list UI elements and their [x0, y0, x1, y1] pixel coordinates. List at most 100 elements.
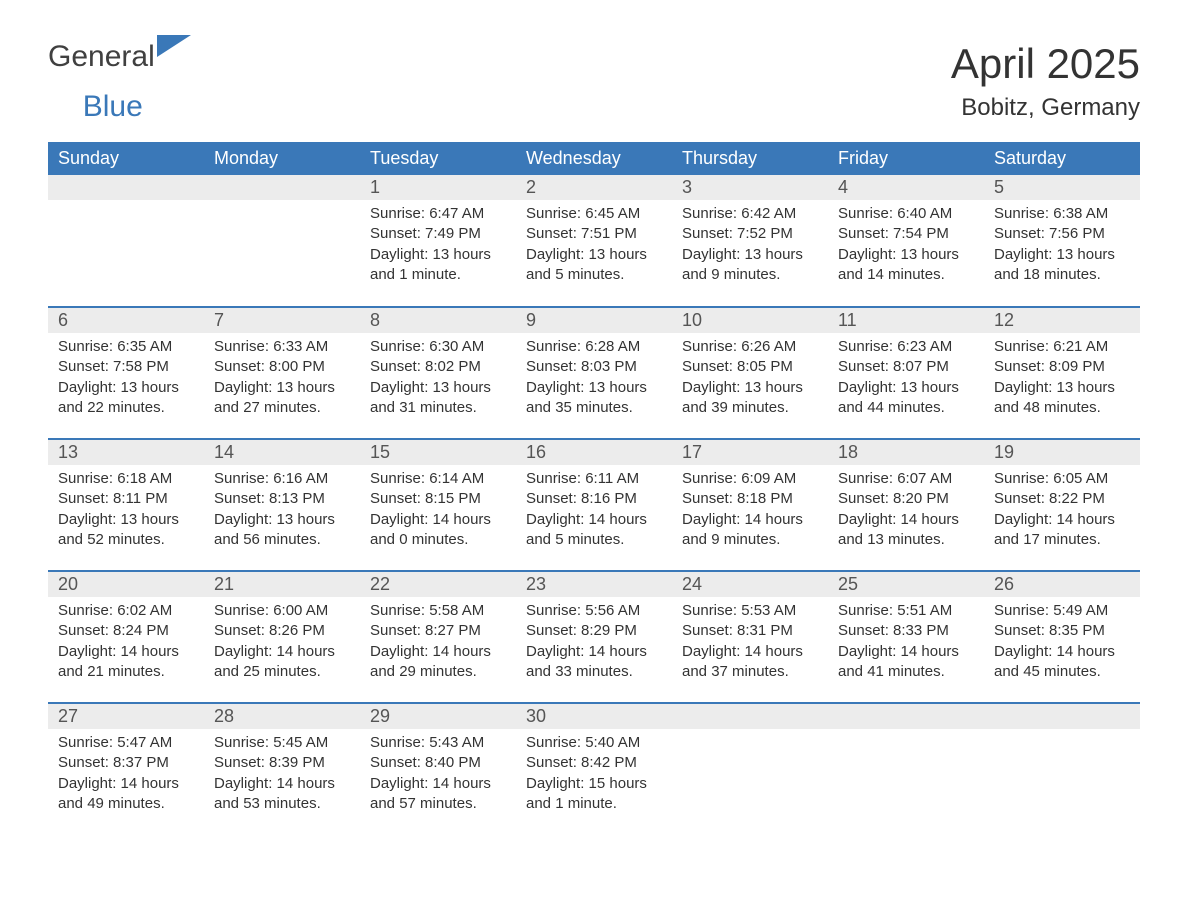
daylight-text: Daylight: 15 hours and 1 minute. [526, 774, 662, 815]
daylight-text: Daylight: 14 hours and 17 minutes. [994, 510, 1130, 551]
day-body: Sunrise: 6:05 AMSunset: 8:22 PMDaylight:… [984, 465, 1140, 558]
sunset-text: Sunset: 8:29 PM [526, 621, 662, 641]
sunrise-text: Sunrise: 6:47 AM [370, 204, 506, 224]
sunset-text: Sunset: 8:18 PM [682, 489, 818, 509]
page-title-location: Bobitz, Germany [951, 94, 1140, 122]
sunrise-text: Sunrise: 6:21 AM [994, 337, 1130, 357]
day-number: 27 [48, 704, 204, 729]
sunset-text: Sunset: 7:51 PM [526, 224, 662, 244]
sunrise-text: Sunrise: 6:30 AM [370, 337, 506, 357]
day-number: 20 [48, 572, 204, 597]
calendar-day: 18Sunrise: 6:07 AMSunset: 8:20 PMDayligh… [828, 439, 984, 571]
daylight-text: Daylight: 14 hours and 45 minutes. [994, 642, 1130, 683]
calendar-day: 4Sunrise: 6:40 AMSunset: 7:54 PMDaylight… [828, 175, 984, 307]
day-body: Sunrise: 6:23 AMSunset: 8:07 PMDaylight:… [828, 333, 984, 426]
day-number: 16 [516, 440, 672, 465]
sunset-text: Sunset: 8:20 PM [838, 489, 974, 509]
sunset-text: Sunset: 8:16 PM [526, 489, 662, 509]
daylight-text: Daylight: 13 hours and 31 minutes. [370, 378, 506, 419]
day-body: Sunrise: 6:14 AMSunset: 8:15 PMDaylight:… [360, 465, 516, 558]
calendar-table: SundayMondayTuesdayWednesdayThursdayFrid… [48, 142, 1140, 835]
day-body: Sunrise: 6:47 AMSunset: 7:49 PMDaylight:… [360, 200, 516, 293]
sunrise-text: Sunrise: 5:51 AM [838, 601, 974, 621]
daylight-text: Daylight: 13 hours and 56 minutes. [214, 510, 350, 551]
day-body: Sunrise: 6:45 AMSunset: 7:51 PMDaylight:… [516, 200, 672, 293]
daylight-text: Daylight: 14 hours and 13 minutes. [838, 510, 974, 551]
daylight-text: Daylight: 13 hours and 1 minute. [370, 245, 506, 286]
calendar-day: 17Sunrise: 6:09 AMSunset: 8:18 PMDayligh… [672, 439, 828, 571]
sunrise-text: Sunrise: 6:16 AM [214, 469, 350, 489]
sunset-text: Sunset: 8:05 PM [682, 357, 818, 377]
calendar-day: 30Sunrise: 5:40 AMSunset: 8:42 PMDayligh… [516, 703, 672, 835]
page-title-month: April 2025 [951, 40, 1140, 88]
sunset-text: Sunset: 7:56 PM [994, 224, 1130, 244]
calendar-day-empty [984, 703, 1140, 835]
daylight-text: Daylight: 14 hours and 25 minutes. [214, 642, 350, 683]
sunrise-text: Sunrise: 5:53 AM [682, 601, 818, 621]
calendar-day: 5Sunrise: 6:38 AMSunset: 7:56 PMDaylight… [984, 175, 1140, 307]
calendar-day: 16Sunrise: 6:11 AMSunset: 8:16 PMDayligh… [516, 439, 672, 571]
day-body: Sunrise: 6:18 AMSunset: 8:11 PMDaylight:… [48, 465, 204, 558]
daylight-text: Daylight: 13 hours and 18 minutes. [994, 245, 1130, 286]
sunrise-text: Sunrise: 5:56 AM [526, 601, 662, 621]
daylight-text: Daylight: 13 hours and 39 minutes. [682, 378, 818, 419]
daylight-text: Daylight: 14 hours and 5 minutes. [526, 510, 662, 551]
sunrise-text: Sunrise: 6:09 AM [682, 469, 818, 489]
day-body: Sunrise: 6:42 AMSunset: 7:52 PMDaylight:… [672, 200, 828, 293]
calendar-day: 27Sunrise: 5:47 AMSunset: 8:37 PMDayligh… [48, 703, 204, 835]
day-number: 13 [48, 440, 204, 465]
calendar-week: 27Sunrise: 5:47 AMSunset: 8:37 PMDayligh… [48, 703, 1140, 835]
sunrise-text: Sunrise: 6:02 AM [58, 601, 194, 621]
day-number: 19 [984, 440, 1140, 465]
calendar-day: 21Sunrise: 6:00 AMSunset: 8:26 PMDayligh… [204, 571, 360, 703]
day-body: Sunrise: 6:33 AMSunset: 8:00 PMDaylight:… [204, 333, 360, 426]
day-number: 30 [516, 704, 672, 729]
daylight-text: Daylight: 14 hours and 0 minutes. [370, 510, 506, 551]
calendar-day: 25Sunrise: 5:51 AMSunset: 8:33 PMDayligh… [828, 571, 984, 703]
calendar-day-empty [672, 703, 828, 835]
calendar-week: 20Sunrise: 6:02 AMSunset: 8:24 PMDayligh… [48, 571, 1140, 703]
calendar-day: 10Sunrise: 6:26 AMSunset: 8:05 PMDayligh… [672, 307, 828, 439]
daylight-text: Daylight: 13 hours and 22 minutes. [58, 378, 194, 419]
day-number: 25 [828, 572, 984, 597]
sunrise-text: Sunrise: 6:35 AM [58, 337, 194, 357]
sunset-text: Sunset: 8:03 PM [526, 357, 662, 377]
calendar-day: 12Sunrise: 6:21 AMSunset: 8:09 PMDayligh… [984, 307, 1140, 439]
calendar-day: 8Sunrise: 6:30 AMSunset: 8:02 PMDaylight… [360, 307, 516, 439]
sunrise-text: Sunrise: 5:49 AM [994, 601, 1130, 621]
calendar-day: 29Sunrise: 5:43 AMSunset: 8:40 PMDayligh… [360, 703, 516, 835]
sunset-text: Sunset: 8:35 PM [994, 621, 1130, 641]
day-body: Sunrise: 6:07 AMSunset: 8:20 PMDaylight:… [828, 465, 984, 558]
daylight-text: Daylight: 14 hours and 29 minutes. [370, 642, 506, 683]
day-number: 29 [360, 704, 516, 729]
calendar-week: 13Sunrise: 6:18 AMSunset: 8:11 PMDayligh… [48, 439, 1140, 571]
calendar-day: 26Sunrise: 5:49 AMSunset: 8:35 PMDayligh… [984, 571, 1140, 703]
sunset-text: Sunset: 8:40 PM [370, 753, 506, 773]
day-body: Sunrise: 6:02 AMSunset: 8:24 PMDaylight:… [48, 597, 204, 690]
day-number: 9 [516, 308, 672, 333]
day-body: Sunrise: 6:11 AMSunset: 8:16 PMDaylight:… [516, 465, 672, 558]
calendar-day: 20Sunrise: 6:02 AMSunset: 8:24 PMDayligh… [48, 571, 204, 703]
day-number-band [672, 704, 828, 729]
calendar-day-empty [204, 175, 360, 307]
sunset-text: Sunset: 8:11 PM [58, 489, 194, 509]
day-number: 18 [828, 440, 984, 465]
day-body: Sunrise: 6:21 AMSunset: 8:09 PMDaylight:… [984, 333, 1140, 426]
sunset-text: Sunset: 7:52 PM [682, 224, 818, 244]
sunset-text: Sunset: 8:07 PM [838, 357, 974, 377]
sunrise-text: Sunrise: 6:26 AM [682, 337, 818, 357]
calendar-week: 6Sunrise: 6:35 AMSunset: 7:58 PMDaylight… [48, 307, 1140, 439]
sunrise-text: Sunrise: 5:45 AM [214, 733, 350, 753]
daylight-text: Daylight: 14 hours and 33 minutes. [526, 642, 662, 683]
day-number: 14 [204, 440, 360, 465]
daylight-text: Daylight: 13 hours and 9 minutes. [682, 245, 818, 286]
day-number: 22 [360, 572, 516, 597]
day-header: Saturday [984, 142, 1140, 175]
day-number: 28 [204, 704, 360, 729]
calendar-day: 2Sunrise: 6:45 AMSunset: 7:51 PMDaylight… [516, 175, 672, 307]
calendar-day-empty [48, 175, 204, 307]
sunrise-text: Sunrise: 6:07 AM [838, 469, 974, 489]
sunset-text: Sunset: 8:02 PM [370, 357, 506, 377]
day-body: Sunrise: 6:00 AMSunset: 8:26 PMDaylight:… [204, 597, 360, 690]
sunset-text: Sunset: 8:42 PM [526, 753, 662, 773]
